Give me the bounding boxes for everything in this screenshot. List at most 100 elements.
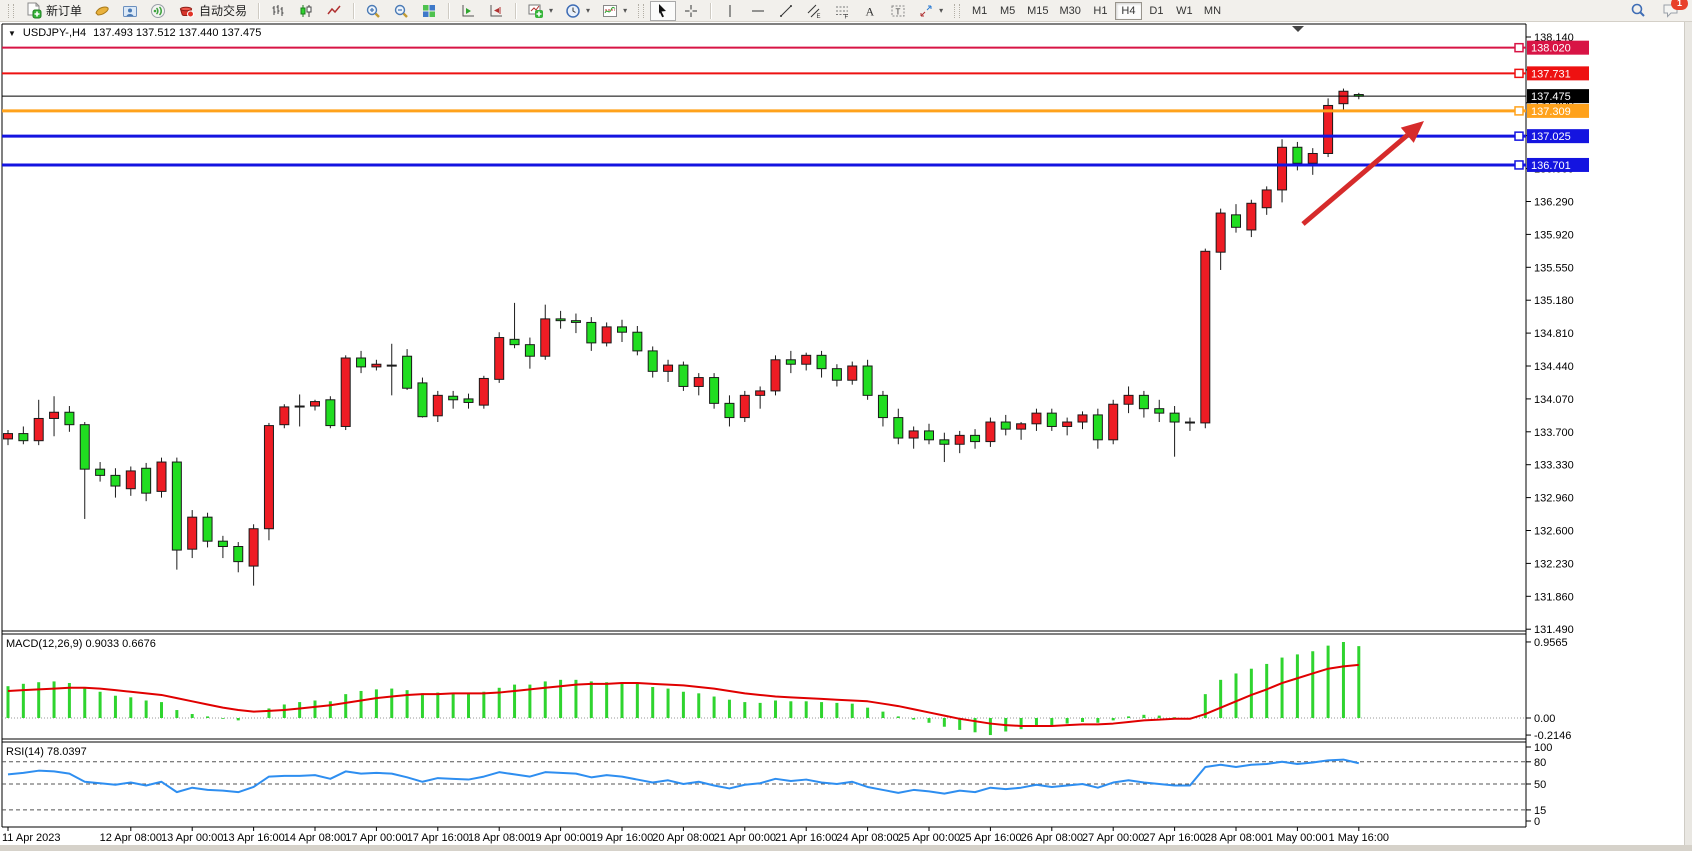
fibonacci-tool-button[interactable]: F <box>829 1 855 21</box>
toolbar-grip[interactable] <box>8 3 14 18</box>
candle-body <box>432 394 443 417</box>
tile-windows-button[interactable] <box>416 1 442 21</box>
zoom-out-button[interactable] <box>388 1 414 21</box>
toolbar-right-tools: 1 <box>1624 0 1688 21</box>
svg-text:13 Apr 16:00: 13 Apr 16:00 <box>222 832 284 844</box>
search-icon <box>1631 3 1645 17</box>
svg-text:25 Apr 16:00: 25 Apr 16:00 <box>959 832 1021 844</box>
candle-body <box>402 355 413 389</box>
candle-body <box>417 382 428 418</box>
hline-handle[interactable] <box>1514 106 1524 116</box>
svg-text:11 Apr 2023: 11 Apr 2023 <box>2 832 61 844</box>
annotation-arrow-head[interactable] <box>1400 121 1424 143</box>
new-chart-button[interactable]: ▾ <box>522 1 558 21</box>
chart-title: ▼ USDJPY-,H4 137.493 137.512 137.440 137… <box>8 27 261 39</box>
timeframe-button-h1[interactable]: H1 <box>1087 2 1114 20</box>
equidistant-channel-tool-button[interactable]: E <box>801 1 827 21</box>
trendline-tool-button[interactable] <box>773 1 799 21</box>
candle-body <box>816 354 827 370</box>
hline-handle[interactable] <box>1514 68 1524 79</box>
clock-icon <box>566 3 580 18</box>
candle-body <box>18 433 29 442</box>
chart-window[interactable]: 138.140137.770137.400137.030136.660136.2… <box>0 22 1692 851</box>
new-order-button[interactable]: 新订单 <box>20 1 87 21</box>
rsi-line <box>7 758 1360 795</box>
timeframe-button-d1[interactable]: D1 <box>1143 2 1170 20</box>
toolbar-grip[interactable] <box>638 3 645 18</box>
svg-text:12 Apr 08:00: 12 Apr 08:00 <box>100 832 162 844</box>
signal-button[interactable] <box>145 1 171 21</box>
chevron-down-icon: ▾ <box>586 6 591 15</box>
timeframe-button-h4[interactable]: H4 <box>1114 1 1142 20</box>
notifications-button[interactable]: 1 <box>1662 0 1688 19</box>
indicators-button[interactable]: ▾ <box>597 1 632 21</box>
candle-body <box>709 377 720 404</box>
chart-canvas[interactable]: 138.140137.770137.400137.030136.660136.2… <box>0 22 1692 851</box>
candle-body <box>924 430 934 441</box>
candle-chart-mode-button[interactable] <box>293 1 319 21</box>
candle-body <box>862 365 873 396</box>
candle-body <box>785 359 796 365</box>
toolbar-grip[interactable] <box>954 3 961 18</box>
bar-chart-mode-button[interactable] <box>265 1 291 21</box>
timeframe-button-m30[interactable]: M30 <box>1055 2 1086 20</box>
candle-body <box>970 434 981 443</box>
auto-trading-button[interactable]: 自动交易 <box>173 1 252 21</box>
chart-shift-button[interactable] <box>483 1 509 21</box>
candle-body <box>1307 152 1318 164</box>
hline-handle[interactable] <box>1514 42 1524 53</box>
signal-icon <box>151 3 166 18</box>
price-tag-label: 137.025 <box>1531 131 1571 143</box>
price-tag-box <box>1527 89 1589 104</box>
candle-body <box>540 318 551 357</box>
timeframe-button-m1[interactable]: M1 <box>966 2 993 20</box>
svg-text:24 Apr 08:00: 24 Apr 08:00 <box>836 832 898 844</box>
svg-text:26 Apr 08:00: 26 Apr 08:00 <box>1021 832 1083 844</box>
candle-body <box>110 474 121 487</box>
periods-button[interactable]: ▾ <box>560 1 595 21</box>
shift-marker-icon[interactable] <box>1292 26 1304 32</box>
hline-handle[interactable] <box>1514 131 1524 141</box>
megaphone-button[interactable] <box>89 1 115 21</box>
candle-body <box>1154 408 1165 414</box>
timeframe-button-m5[interactable]: M5 <box>994 2 1021 20</box>
hline-handle[interactable] <box>1514 160 1524 170</box>
zoom-in-button[interactable] <box>360 1 386 21</box>
candle-body <box>647 350 658 372</box>
horizontal-line-tool-button[interactable] <box>745 1 771 21</box>
candle-body <box>1169 412 1180 423</box>
svg-text:17 Apr 16:00: 17 Apr 16:00 <box>407 832 469 844</box>
time-axis: 11 Apr 2023 12 Apr 08:00 13 Apr 00:00 13 Ap… <box>2 827 1389 844</box>
crosshair-tool-button[interactable] <box>678 1 704 21</box>
candle-body <box>617 326 627 333</box>
search-button[interactable] <box>1624 1 1652 21</box>
text-label-tool-button[interactable]: T <box>885 1 911 21</box>
candle-body <box>1231 214 1241 228</box>
timeframe-button-m15[interactable]: M15 <box>1022 2 1053 20</box>
window-menu-icon[interactable]: ▼ <box>8 28 16 38</box>
candle-body <box>1062 421 1073 427</box>
annotation-arrow-line[interactable] <box>1301 133 1409 226</box>
svg-text:1 May 16:00: 1 May 16:00 <box>1329 832 1390 844</box>
candle-body <box>632 331 643 352</box>
timeframe-button-mn[interactable]: MN <box>1199 2 1226 20</box>
chevron-down-icon: ▾ <box>623 6 628 15</box>
arrows-tool-button[interactable]: ▾ <box>913 1 948 21</box>
auto-scroll-button[interactable] <box>455 1 481 21</box>
cursor-tool-button[interactable] <box>650 0 677 21</box>
vertical-line-tool-button[interactable] <box>717 1 743 21</box>
megaphone-icon <box>95 6 109 16</box>
candle-body <box>1016 423 1027 430</box>
text-tool-button[interactable]: A <box>857 1 883 21</box>
svg-text:27 Apr 16:00: 27 Apr 16:00 <box>1143 832 1205 844</box>
candle-body <box>202 516 213 542</box>
timeframe-button-w1[interactable]: W1 <box>1171 2 1198 20</box>
line-chart-mode-button[interactable] <box>321 1 347 21</box>
market-watch-button[interactable] <box>117 1 143 21</box>
candle-body <box>340 357 351 427</box>
price-tags: 138.020 137.731 137.475 137.309 137.025 136.7… <box>1527 40 1589 172</box>
candle-body <box>171 461 182 551</box>
svg-text:134.440: 134.440 <box>1534 361 1574 373</box>
horizontal-line-icon <box>752 10 765 11</box>
